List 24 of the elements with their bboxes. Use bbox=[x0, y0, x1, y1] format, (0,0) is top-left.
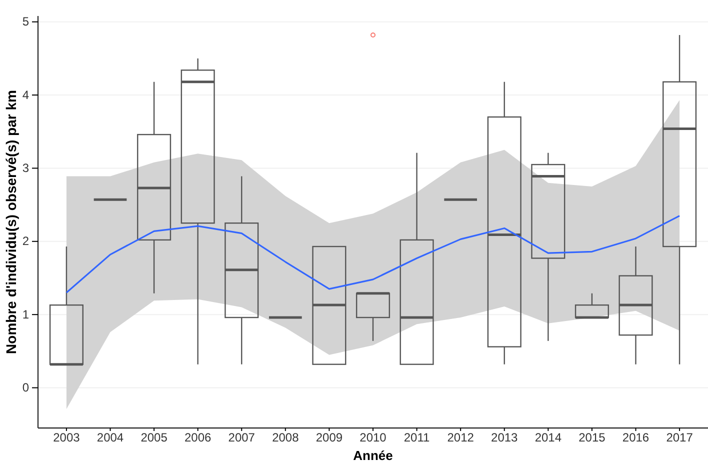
x-tick-label: 2010 bbox=[360, 430, 387, 445]
x-tick-label: 2008 bbox=[272, 430, 300, 445]
x-tick-label: 2014 bbox=[534, 430, 562, 445]
y-axis-title: Nombre d'individu(s) observé(s) par km bbox=[3, 90, 19, 354]
x-tick-label: 2015 bbox=[578, 430, 606, 445]
line-series bbox=[66, 214, 680, 294]
x-tick-label: 2013 bbox=[491, 430, 518, 445]
x-axis-title: Année bbox=[353, 448, 393, 462]
y-tick-label: 2 bbox=[22, 234, 30, 248]
x-tick-label: 2016 bbox=[622, 430, 650, 445]
x-tick-label: 2006 bbox=[184, 430, 212, 445]
x-tick-label: 2009 bbox=[316, 430, 343, 445]
y-tick-label: 4 bbox=[22, 88, 30, 102]
x-tick-label: 2007 bbox=[228, 430, 256, 445]
y-tick-label: 1 bbox=[22, 307, 30, 322]
y-tick-label: 3 bbox=[22, 161, 30, 176]
y-tick-label: 0 bbox=[22, 380, 30, 395]
x-tick-label: 2017 bbox=[666, 430, 694, 445]
x-tick-label: 2011 bbox=[404, 430, 430, 445]
y-tick-label: 5 bbox=[22, 14, 30, 29]
x-tick-label: 2012 bbox=[447, 430, 474, 445]
x-tick-label: 2005 bbox=[140, 430, 168, 445]
x-tick-label: 2004 bbox=[96, 430, 124, 445]
x-tick-label: 2003 bbox=[53, 430, 80, 445]
